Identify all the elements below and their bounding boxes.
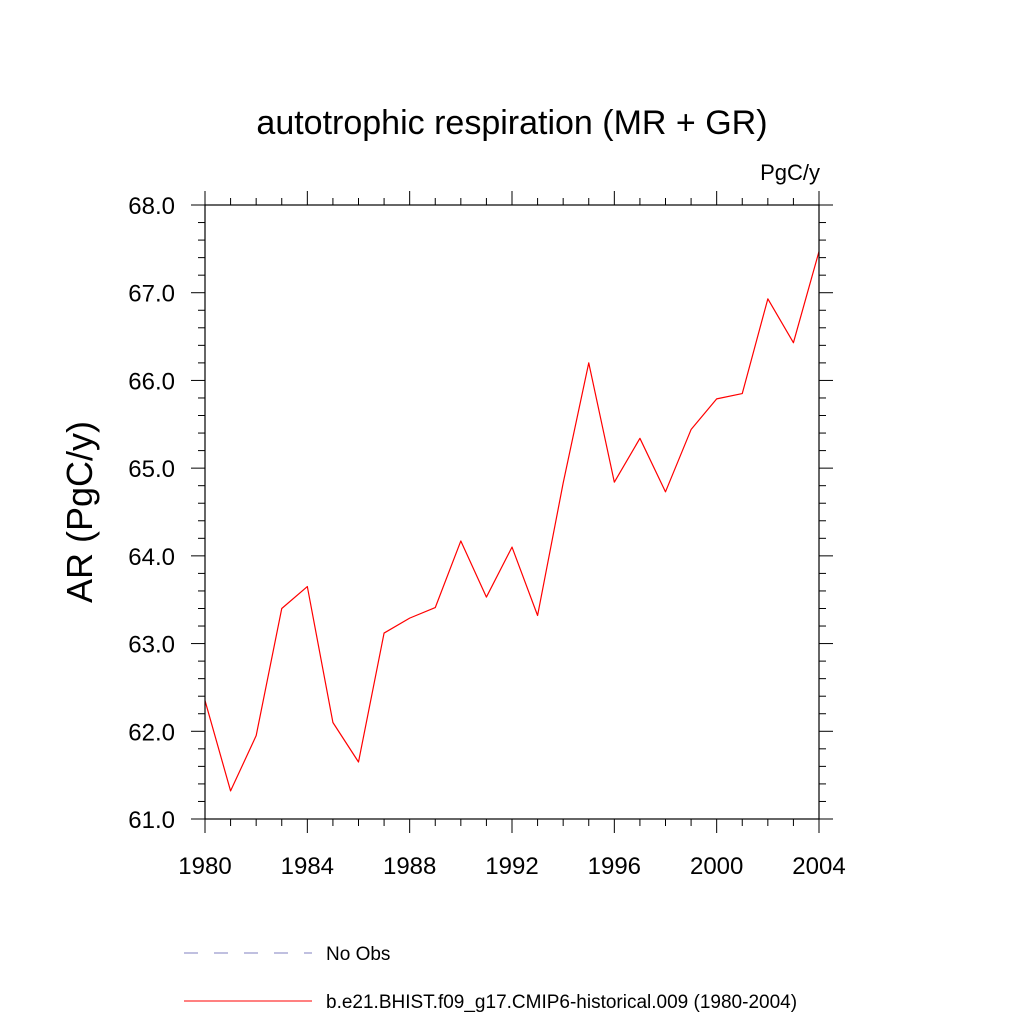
- x-tick-label: 1996: [588, 853, 641, 880]
- y-tick-label: 68.0: [128, 193, 175, 220]
- series-layer: [204, 251, 820, 792]
- y-tick-label: 61.0: [128, 807, 175, 834]
- chart-title: autotrophic respiration (MR + GR): [256, 104, 767, 142]
- y-tick-label: 64.0: [128, 544, 175, 571]
- plot-frame: [204, 204, 820, 820]
- y-axis-label: AR (PgC/y): [59, 421, 100, 603]
- x-tick-label: 2000: [690, 853, 743, 880]
- axis-ticks: [191, 191, 833, 833]
- series-line: [204, 251, 820, 792]
- legend-label: No Obs: [326, 944, 390, 965]
- x-tick-label: 1984: [281, 853, 334, 880]
- x-tick-label: 2004: [792, 853, 845, 880]
- y-tick-label: 62.0: [128, 719, 175, 746]
- axis-tick-labels: 1980 1984 1988 1992 1996 2000 2004 61.0 62.0 63.0…: [128, 193, 845, 880]
- x-tick-label: 1980: [178, 853, 231, 880]
- units-label: PgC/y: [760, 160, 820, 185]
- x-tick-label: 1992: [485, 853, 538, 880]
- y-tick-label: 67.0: [128, 281, 175, 308]
- legend-label: b.e21.BHIST.f09_g17.CMIP6-historical.009…: [326, 992, 797, 1013]
- x-tick-label: 1988: [383, 853, 436, 880]
- legend: No Obs b.e21.BHIST.f09_g17.CMIP6-historic…: [184, 944, 797, 1013]
- y-tick-label: 63.0: [128, 632, 175, 659]
- y-tick-label: 65.0: [128, 456, 175, 483]
- y-tick-label: 66.0: [128, 368, 175, 395]
